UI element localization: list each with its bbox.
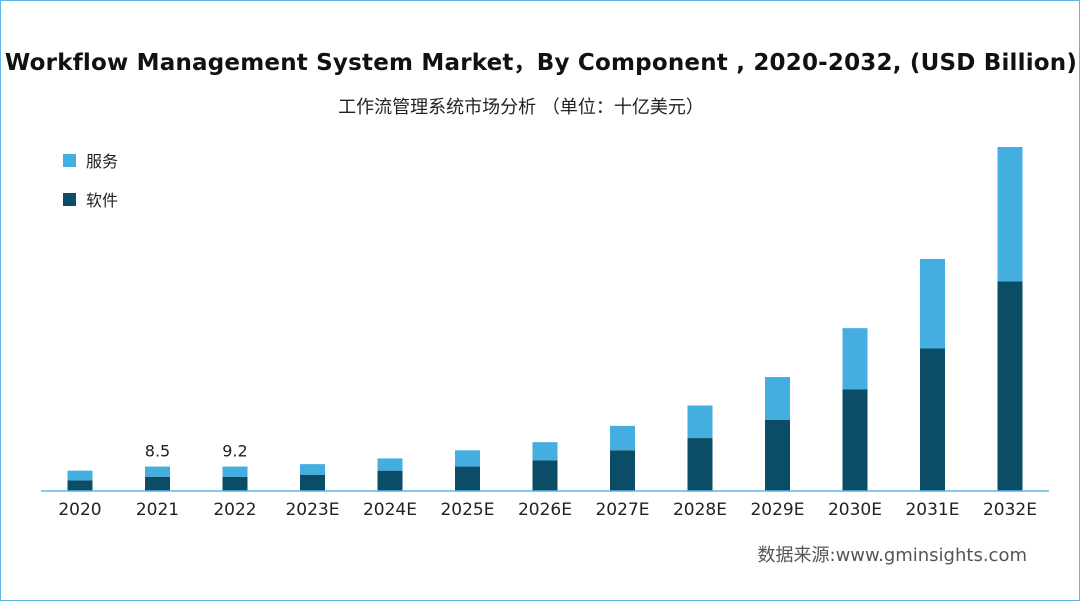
chart-subtitle: 工作流管理系统市场分析 （单位：十亿美元） xyxy=(338,97,704,118)
bar-services-2020 xyxy=(67,470,93,481)
bar-services-2030E xyxy=(842,328,868,390)
x-tick-label-2028E: 2028E xyxy=(673,500,727,520)
x-tick-label-2023E: 2023E xyxy=(285,500,339,520)
x-tick-label-2029E: 2029E xyxy=(750,500,804,520)
bar-software-2022 xyxy=(222,476,248,491)
data-label-2021: 8.5 xyxy=(145,442,170,461)
bar-services-2026E xyxy=(532,442,558,461)
bar-software-2028E xyxy=(687,438,713,491)
bar-services-2025E xyxy=(455,450,480,467)
bar-software-2023E xyxy=(300,474,325,491)
x-tick-label-2030E: 2030E xyxy=(828,500,882,520)
bar-software-2030E xyxy=(842,389,868,491)
bar-services-2023E xyxy=(300,464,325,475)
bar-services-2032E xyxy=(997,147,1023,282)
x-tick-label-2032E: 2032E xyxy=(983,500,1037,520)
x-tick-label-2027E: 2027E xyxy=(595,500,649,520)
x-tick-label-2026E: 2026E xyxy=(518,500,572,520)
legend-label-software: 软件 xyxy=(86,191,119,210)
bars-group xyxy=(67,147,1023,491)
bar-software-2031E xyxy=(920,348,945,491)
bar-services-2022 xyxy=(222,466,248,477)
x-tick-label-2020: 2020 xyxy=(58,500,101,520)
x-tick-label-2024E: 2024E xyxy=(363,500,417,520)
bar-software-2020 xyxy=(67,480,93,491)
legend-label-services: 服务 xyxy=(86,152,119,171)
bar-software-2025E xyxy=(455,466,480,491)
x-tick-label-2022: 2022 xyxy=(213,500,256,520)
bar-services-2024E xyxy=(377,458,403,471)
chart-title: Workflow Management System Market，By Com… xyxy=(4,50,1078,76)
bar-software-2029E xyxy=(765,419,790,491)
source-note: 数据来源:www.gminsights.com xyxy=(757,545,1027,566)
x-tick-label-2031E: 2031E xyxy=(905,500,959,520)
bar-software-2026E xyxy=(532,460,558,491)
bar-services-2031E xyxy=(920,258,945,349)
x-tick-label-2021: 2021 xyxy=(136,500,179,520)
bar-software-2024E xyxy=(377,470,403,491)
bar-software-2032E xyxy=(997,281,1023,491)
bar-services-2029E xyxy=(765,377,790,420)
bar-software-2027E xyxy=(610,450,635,491)
data-labels: 8.5 9.2 xyxy=(145,442,248,461)
legend-swatch-services xyxy=(63,153,76,167)
legend: 服务 软件 xyxy=(63,149,118,227)
legend-item-software: 软件 xyxy=(63,188,118,210)
legend-item-services: 服务 xyxy=(63,149,118,171)
x-tick-labels: 2020 2021 2022 2023E 2024E 2025E 2026E 2027E 202… xyxy=(58,500,1037,520)
legend-swatch-software xyxy=(63,192,76,206)
x-tick-label-2025E: 2025E xyxy=(440,500,494,520)
bar-services-2021 xyxy=(145,466,170,477)
bar-services-2028E xyxy=(687,405,713,439)
bar-software-2021 xyxy=(145,476,170,491)
data-label-2022: 9.2 xyxy=(222,442,247,461)
bar-services-2027E xyxy=(610,425,635,451)
